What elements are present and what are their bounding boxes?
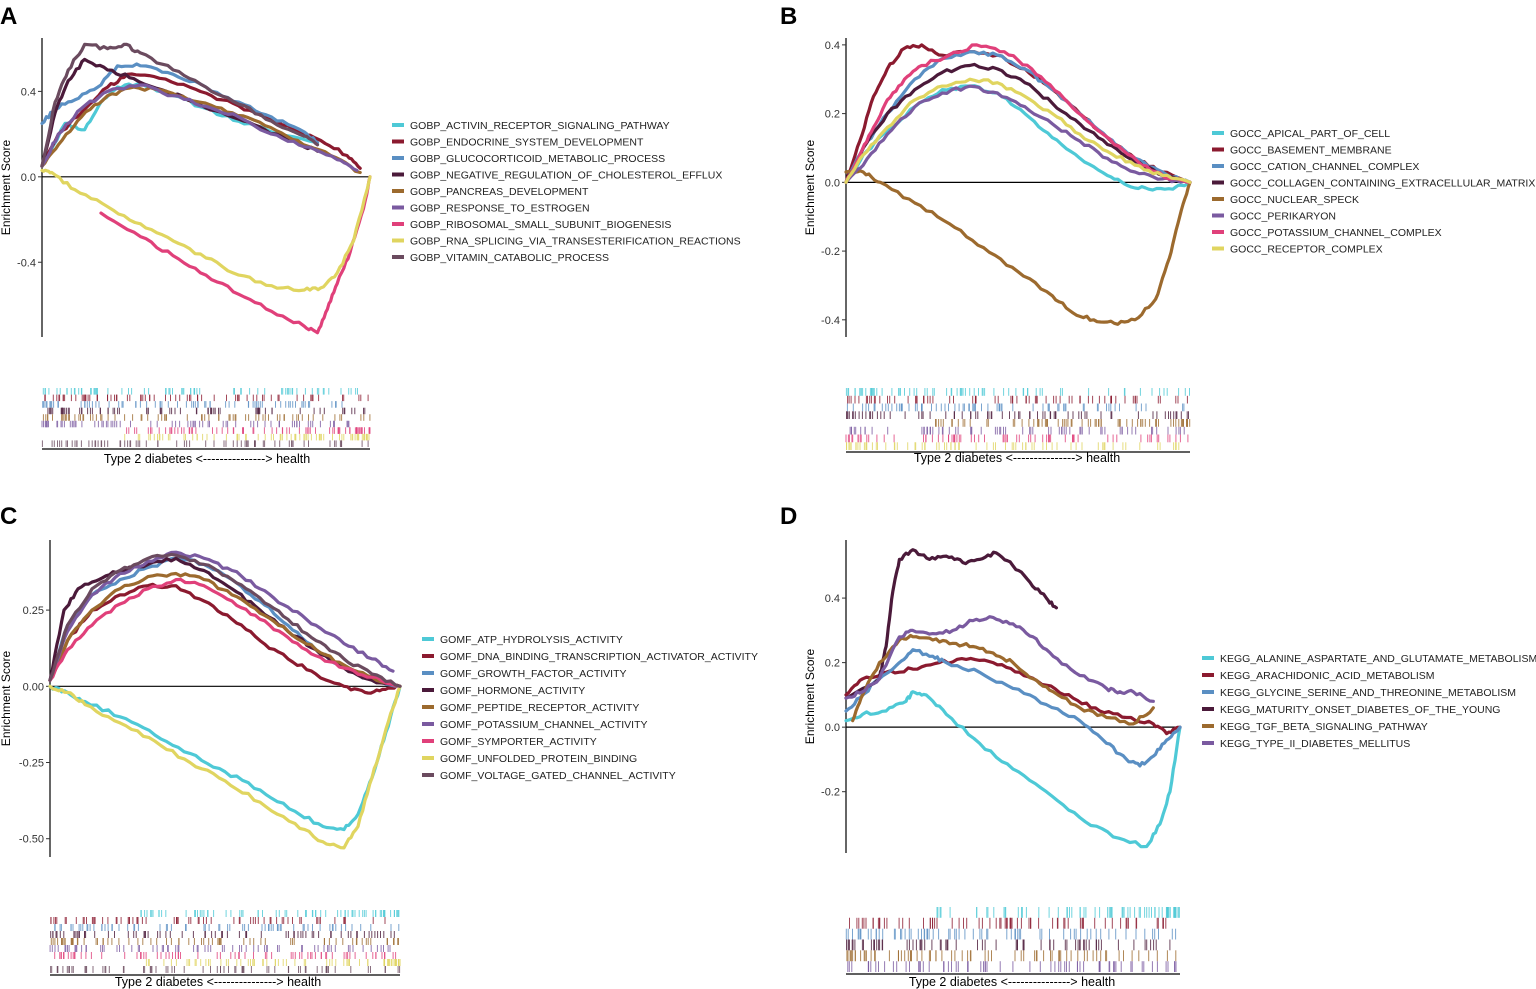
legend-label: GOMF_HORMONE_ACTIVITY	[440, 685, 585, 697]
legend-label: GOBP_NEGATIVE_REGULATION_OF_CHOLESTEROL_…	[410, 170, 722, 182]
series-line	[48, 550, 395, 682]
y-tick-label: -0.4	[821, 315, 840, 327]
series-line	[851, 633, 1155, 726]
series-line	[844, 169, 1192, 326]
legend: GOMF_ATP_HYDROLYSIS_ACTIVITY GOMF_DNA_BIN…	[422, 634, 758, 782]
legend-label: GOCC_APICAL_PART_OF_CELL	[1230, 128, 1390, 140]
legend-label: GOBP_RNA_SPLICING_VIA_TRANSESTERIFICATIO…	[410, 236, 741, 248]
legend-label: GOMF_DNA_BINDING_TRANSCRIPTION_ACTIVATOR…	[440, 651, 758, 663]
x-axis-caption: Type 2 diabetes <---------------> health	[104, 452, 310, 466]
y-tick-label: -0.50	[19, 834, 44, 846]
y-tick-label: -0.2	[821, 787, 840, 799]
series-line	[844, 77, 1192, 184]
y-tick-label: 0.25	[23, 605, 44, 617]
legend-label: GOCC_RECEPTOR_COMPLEX	[1230, 244, 1383, 256]
series-line	[48, 684, 402, 850]
x-axis-caption: Type 2 diabetes <---------------> health	[909, 975, 1115, 989]
series-line	[40, 72, 362, 170]
legend-label: GOCC_NUCLEAR_SPECK	[1230, 194, 1359, 206]
legend-label: GOCC_COLLAGEN_CONTAINING_EXTRACELLULAR_M…	[1230, 178, 1535, 190]
legend-label: GOCC_POTASSIUM_CHANNEL_COMPLEX	[1230, 227, 1442, 239]
y-axis-label: Enrichment Score	[803, 648, 817, 744]
legend-label: GOBP_ACTIVIN_RECEPTOR_SIGNALING_PATHWAY	[410, 120, 670, 132]
legend-label: GOBP_GLUCOCORTICOID_METABOLIC_PROCESS	[410, 153, 665, 165]
legend: GOBP_ACTIVIN_RECEPTOR_SIGNALING_PATHWAY G…	[392, 120, 741, 264]
panel-D: D -0.2 0.0 0.2 0.4 Enrichment Score Type 2 dia…	[780, 503, 1536, 989]
legend-label: GOBP_VITAMIN_CATABOLIC_PROCESS	[410, 252, 609, 264]
panel-letter: D	[780, 503, 797, 530]
legend-label: KEGG_ARACHIDONIC_ACID_METABOLISM	[1220, 670, 1435, 682]
legend: KEGG_ALANINE_ASPARTATE_AND_GLUTAMATE_MET…	[1202, 653, 1536, 750]
legend-label: GOCC_BASEMENT_MEMBRANE	[1230, 145, 1392, 157]
y-axis-label: Enrichment Score	[0, 650, 13, 746]
series-line	[99, 175, 372, 335]
y-tick-label: 0.4	[21, 86, 36, 98]
legend-label: KEGG_MATURITY_ONSET_DIABETES_OF_THE_YOUN…	[1220, 704, 1500, 716]
legend-label: GOMF_POTASSIUM_CHANNEL_ACTIVITY	[440, 719, 648, 731]
series-line	[844, 548, 1058, 700]
series-line	[48, 684, 402, 832]
series-line	[40, 42, 320, 168]
series-line	[48, 577, 402, 688]
y-tick-label: 0.0	[825, 177, 840, 189]
legend-label: GOCC_PERIKARYON	[1230, 211, 1336, 223]
legend-label: GOMF_PEPTIDE_RECEPTOR_ACTIVITY	[440, 702, 639, 714]
legend-label: GOBP_ENDOCRINE_SYSTEM_DEVELOPMENT	[410, 137, 644, 149]
series-line	[844, 84, 1192, 184]
y-tick-label: -0.4	[17, 257, 36, 269]
series-line	[844, 615, 1155, 703]
legend-label: GOMF_SYMPORTER_ACTIVITY	[440, 736, 597, 748]
series-line	[844, 43, 1192, 184]
x-axis-caption: Type 2 diabetes <---------------> health	[914, 451, 1120, 465]
legend-label: KEGG_ALANINE_ASPARTATE_AND_GLUTAMATE_MET…	[1220, 653, 1536, 665]
legend-label: GOBP_RESPONSE_TO_ESTROGEN	[410, 203, 590, 215]
series-line	[40, 62, 320, 145]
series-line	[844, 648, 1182, 768]
y-tick-label: 0.2	[825, 109, 840, 121]
legend-label: GOBP_RIBOSOMAL_SMALL_SUBUNIT_BIOGENESIS	[410, 219, 671, 231]
y-tick-label: -0.25	[19, 758, 44, 770]
y-tick-label: 0.00	[23, 681, 44, 693]
series-line	[48, 582, 402, 695]
legend-label: KEGG_GLYCINE_SERINE_AND_THREONINE_METABO…	[1220, 687, 1516, 699]
x-axis-caption: Type 2 diabetes <---------------> health	[115, 975, 321, 989]
legend-label: GOMF_VOLTAGE_GATED_CHANNEL_ACTIVITY	[440, 770, 676, 782]
y-tick-label: 0.2	[825, 658, 840, 670]
panel-letter: A	[0, 3, 17, 30]
legend-label: GOMF_ATP_HYDROLYSIS_ACTIVITY	[440, 634, 623, 646]
legend-label: GOMF_UNFOLDED_PROTEIN_BINDING	[440, 753, 637, 765]
series-line	[48, 571, 402, 688]
y-axis-label: Enrichment Score	[803, 139, 817, 235]
legend-label: GOMF_GROWTH_FACTOR_ACTIVITY	[440, 668, 627, 680]
panel-A: A -0.4 0.0 0.4 Enrichment Score Type 2 diabet…	[0, 3, 741, 466]
series-line	[844, 690, 1182, 849]
series-line	[844, 62, 1192, 184]
panel-letter: B	[780, 3, 797, 30]
panel-C: C -0.50 -0.25 0.00 0.25 Enrichment Score Type …	[0, 503, 758, 989]
legend-label: GOBP_PANCREAS_DEVELOPMENT	[410, 186, 589, 198]
series-line	[48, 552, 402, 688]
y-tick-label: 0.4	[825, 40, 840, 52]
legend-label: KEGG_TGF_BETA_SIGNALING_PATHWAY	[1220, 721, 1428, 733]
series-line	[40, 168, 372, 293]
y-tick-label: 0.0	[825, 722, 840, 734]
y-tick-label: 0.0	[21, 172, 36, 184]
legend-label: KEGG_TYPE_II_DIABETES_MELLITUS	[1220, 738, 1410, 750]
series-line	[40, 85, 362, 175]
panel-B: B -0.4 -0.2 0.0 0.2 0.4 Enrichment Score Type 2…	[780, 3, 1535, 465]
series-line	[40, 83, 359, 172]
series-line	[844, 656, 1182, 736]
y-tick-label: 0.4	[825, 593, 840, 605]
panel-letter: C	[0, 503, 17, 530]
legend: GOCC_APICAL_PART_OF_CELL GOCC_BASEMENT_ME…	[1212, 128, 1535, 256]
y-axis-label: Enrichment Score	[0, 139, 13, 235]
y-tick-label: -0.2	[821, 246, 840, 258]
legend-label: GOCC_CATION_CHANNEL_COMPLEX	[1230, 161, 1419, 173]
